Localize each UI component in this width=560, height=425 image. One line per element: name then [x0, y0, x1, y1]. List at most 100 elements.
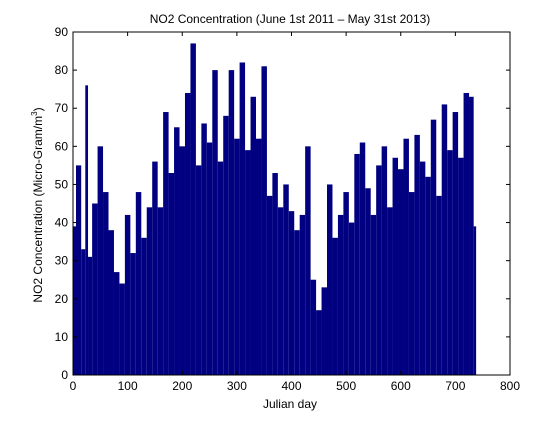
bar — [277, 207, 284, 375]
bar — [370, 214, 377, 375]
bar — [359, 142, 366, 375]
bar — [190, 43, 196, 375]
bar — [217, 161, 224, 375]
bar — [130, 253, 136, 375]
y-tick-label: 50 — [55, 177, 69, 191]
bar — [113, 272, 120, 375]
y-tick-label: 30 — [55, 254, 69, 268]
x-tick-label: 500 — [336, 379, 356, 393]
bar — [316, 310, 322, 375]
bar — [381, 146, 388, 375]
bar — [92, 203, 98, 375]
bar — [179, 146, 185, 375]
bar — [463, 92, 470, 375]
bar — [327, 184, 333, 375]
bar — [168, 173, 175, 375]
bar — [135, 192, 142, 375]
bar — [419, 161, 426, 375]
bar — [124, 214, 131, 375]
y-axis-label-close: ) — [31, 107, 45, 111]
y-tick-label: 40 — [55, 216, 69, 230]
bar — [403, 138, 409, 375]
y-axis: 0 10 20 30 40 50 60 70 80 90 — [55, 25, 510, 382]
bar — [337, 214, 344, 375]
bar — [146, 207, 153, 375]
x-tick-label: 600 — [391, 379, 411, 393]
bar — [414, 134, 420, 375]
bar — [157, 207, 164, 375]
bar — [348, 222, 355, 375]
x-tick-label: 800 — [500, 379, 520, 393]
bar — [195, 165, 202, 375]
bar — [436, 195, 442, 375]
y-tick-label: 80 — [55, 63, 69, 77]
x-tick-label: 400 — [281, 379, 301, 393]
bar — [184, 92, 191, 375]
bar — [239, 62, 246, 375]
bar — [332, 237, 338, 375]
x-tick-label: 300 — [227, 379, 247, 393]
bar-series — [73, 43, 477, 376]
bar — [321, 287, 328, 375]
bar — [354, 153, 360, 375]
bar — [469, 96, 474, 376]
bar — [76, 165, 82, 375]
bar — [152, 161, 158, 375]
bar — [88, 256, 93, 375]
bar — [452, 112, 459, 376]
bar — [447, 150, 453, 375]
bar — [398, 169, 404, 375]
bar — [201, 123, 207, 375]
bar — [283, 184, 289, 375]
bar — [458, 157, 464, 375]
bar — [85, 85, 89, 375]
x-axis-label: Julian day — [263, 397, 317, 411]
bar — [223, 115, 229, 375]
y-axis-label: NO2 Concentration (Micro-Gram/m3) — [30, 107, 45, 302]
bar — [245, 150, 251, 375]
bar — [163, 112, 169, 376]
bar — [261, 66, 267, 376]
bar — [441, 104, 448, 376]
x-tick-label: 0 — [70, 379, 77, 393]
bar — [376, 165, 382, 375]
bar — [305, 146, 311, 375]
bar — [228, 70, 235, 375]
bar — [299, 214, 306, 375]
y-tick-label: 70 — [55, 101, 69, 115]
bar — [408, 192, 415, 375]
x-tick-label: 700 — [445, 379, 465, 393]
bar — [430, 119, 437, 376]
y-tick-label: 0 — [61, 368, 68, 382]
bar — [250, 96, 256, 376]
bar — [97, 146, 104, 375]
y-axis-label-main: NO2 Concentration (Micro-Gram/m — [31, 116, 45, 303]
bar — [103, 192, 109, 375]
x-axis: 0 100 200 300 400 500 600 700 800 — [70, 32, 520, 393]
bar — [141, 237, 147, 375]
bar — [81, 249, 86, 375]
bar — [212, 70, 218, 375]
bar — [392, 157, 399, 375]
bar — [272, 173, 278, 375]
y-tick-label: 20 — [55, 292, 69, 306]
x-tick-label: 200 — [172, 379, 192, 393]
bar — [365, 188, 371, 375]
y-tick-label: 60 — [55, 139, 69, 153]
bar — [294, 230, 300, 375]
bar — [266, 195, 273, 375]
bar — [387, 207, 393, 375]
bar — [234, 138, 240, 375]
x-tick-label: 100 — [118, 379, 138, 393]
bar — [206, 142, 213, 375]
chart-title: NO2 Concentration (June 1st 2011 – May 3… — [150, 12, 431, 26]
y-tick-label: 90 — [55, 25, 69, 39]
bar — [108, 230, 114, 375]
bar — [343, 192, 349, 375]
y-tick-label: 10 — [55, 330, 69, 344]
bar — [288, 211, 295, 375]
bar — [174, 127, 180, 376]
bar — [255, 138, 262, 375]
